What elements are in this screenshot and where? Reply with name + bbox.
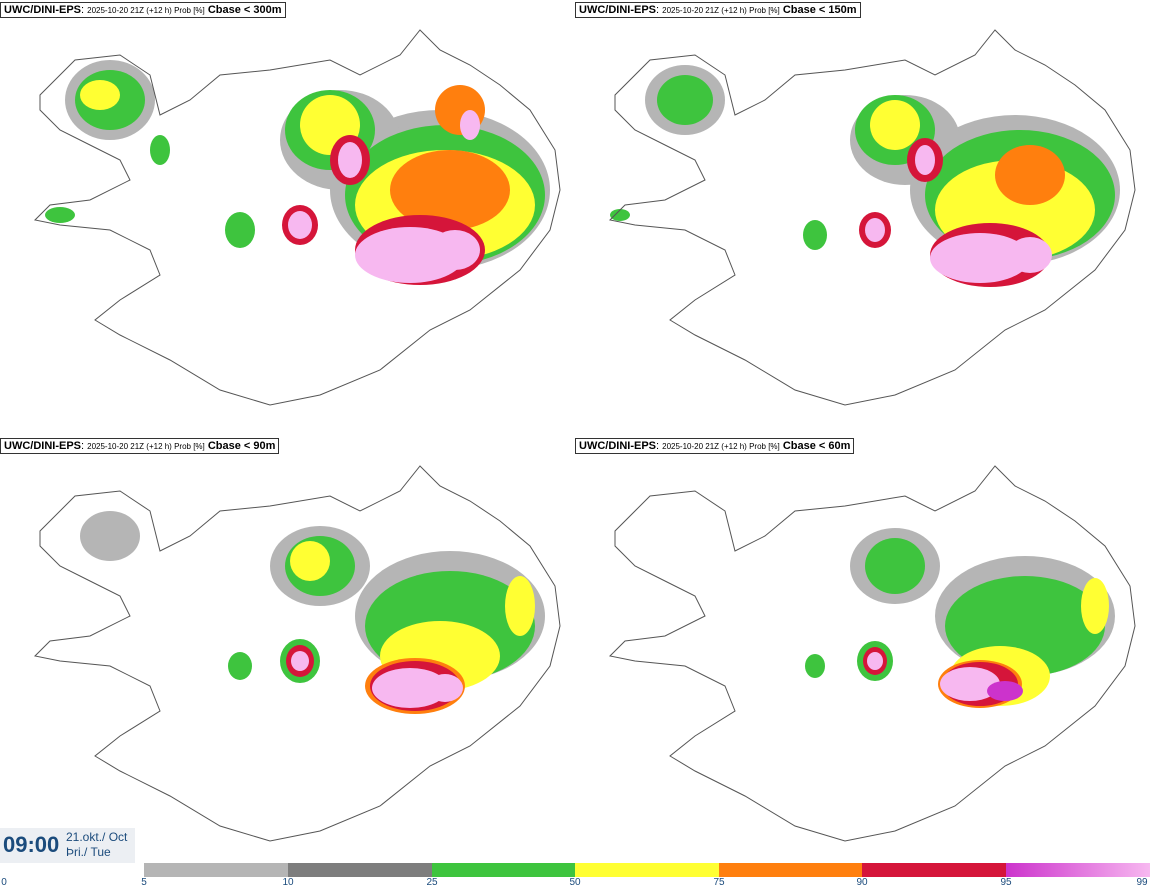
colorbar-segment-5-10 [144, 863, 288, 877]
colorbar-tick: 95 [1000, 877, 1012, 888]
iceland-probability-map [33, 29, 561, 406]
iceland-probability-map [33, 465, 561, 842]
colorbar-tick: 90 [856, 877, 868, 888]
valid-time: 09:00 [3, 832, 60, 857]
valid-time-box: 09:00 21.okt./ Oct Þri./ Tue [0, 828, 135, 863]
map-panel-cbase-60: UWC/DINI-EPS: 2025-10-20 21Z (+12 h) Pro… [575, 436, 1150, 872]
colorbar-tick: 10 [282, 877, 294, 888]
colorbar-segment-95-99 [1006, 863, 1150, 877]
colorbar-tick: 99 [1136, 877, 1148, 888]
map-panel-cbase-150: UWC/DINI-EPS: 2025-10-20 21Z (+12 h) Pro… [575, 0, 1150, 436]
colorbar-tick: 5 [141, 877, 147, 888]
coastline [33, 29, 561, 406]
probability-fields [80, 511, 545, 714]
colorbar-tick: 75 [713, 877, 725, 888]
valid-date: 21.okt./ Oct Þri./ Tue [66, 830, 128, 859]
panel-title: UWC/DINI-EPS: 2025-10-20 21Z (+12 h) Pro… [0, 438, 280, 454]
probability-colorbar [144, 863, 1150, 877]
probability-fields [805, 528, 1115, 708]
colorbar-segment-75-90 [719, 863, 862, 877]
map-panel-cbase-90: UWC/DINI-EPS: 2025-10-20 21Z (+12 h) Pro… [0, 436, 575, 872]
colorbar-tick: 0 [1, 877, 7, 888]
panel-title: UWC/DINI-EPS: 2025-10-20 21Z (+12 h) Pro… [575, 2, 861, 18]
probability-fields [45, 60, 550, 285]
coastline [608, 29, 1136, 406]
probability-fields [610, 65, 1120, 287]
iceland-probability-map [608, 465, 1136, 842]
colorbar-segment-10-25 [288, 863, 432, 877]
map-panel-cbase-300: UWC/DINI-EPS: 2025-10-20 21Z (+12 h) Pro… [0, 0, 575, 436]
coastline [608, 465, 1136, 842]
colorbar-segment-90-95 [862, 863, 1006, 877]
colorbar-segment-50-75 [575, 863, 719, 877]
coastline [33, 465, 561, 842]
panel-title: UWC/DINI-EPS: 2025-10-20 21Z (+12 h) Pro… [575, 438, 855, 454]
colorbar-tick: 50 [569, 877, 581, 888]
colorbar-segment-25-50 [432, 863, 575, 877]
panel-title: UWC/DINI-EPS: 2025-10-20 21Z (+12 h) Pro… [0, 2, 286, 18]
colorbar-tick: 25 [426, 877, 438, 888]
iceland-probability-map [608, 29, 1136, 406]
